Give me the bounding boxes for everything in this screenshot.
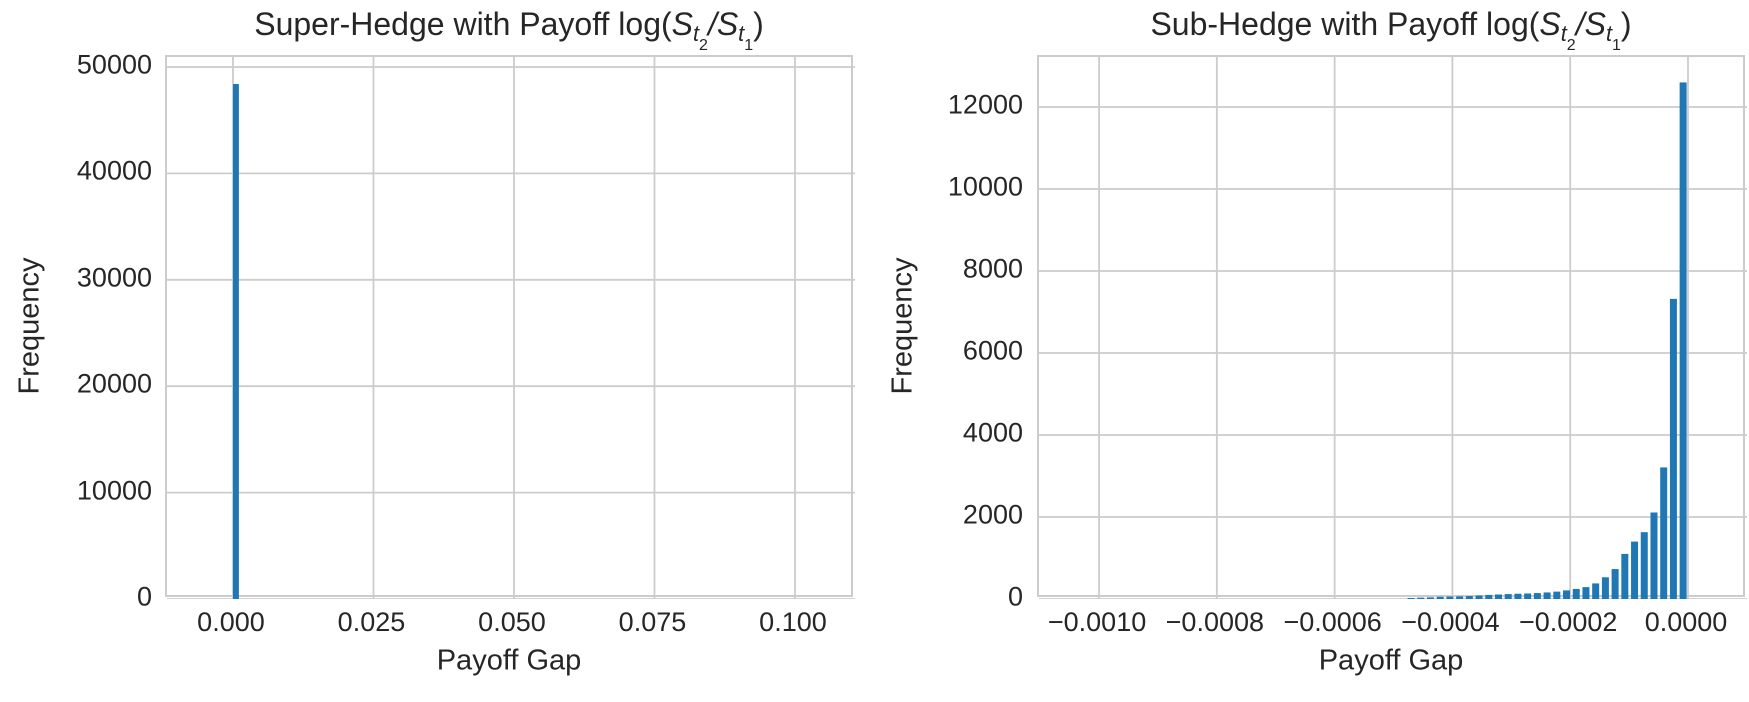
x-axis-label: Payoff Gap <box>436 644 582 677</box>
title-text-run: S <box>671 6 693 42</box>
histogram-bar <box>1543 592 1551 599</box>
title-text-run: / <box>1575 6 1585 42</box>
x-tick-label: 0.100 <box>759 607 827 637</box>
histogram-svg <box>1039 57 1747 599</box>
histogram-bar <box>1631 541 1639 599</box>
histogram-bar <box>1572 588 1580 599</box>
histogram-bar <box>1669 298 1677 599</box>
histogram-bar <box>1533 593 1541 599</box>
chart-title: Super-Hedge with Payoff log(St2/St1) <box>165 6 853 55</box>
y-tick-label: 10000 <box>76 475 152 506</box>
histogram-bar <box>1592 583 1600 599</box>
title-text-run: ) <box>1620 6 1632 42</box>
plot-area <box>165 55 855 599</box>
y-tick-label: 50000 <box>76 49 152 80</box>
title-text-run: t <box>1560 21 1567 47</box>
histogram-bar <box>1504 594 1512 599</box>
y-axis-label: Frequency <box>886 257 919 395</box>
title-text-run: t <box>1605 21 1612 47</box>
title-text-run: / <box>707 6 717 42</box>
title-text-run: 2 <box>1566 37 1576 55</box>
title-text-run: S <box>716 6 739 42</box>
x-tick-label: 0.050 <box>478 607 546 637</box>
x-tick-label: −0.0002 <box>1519 607 1618 637</box>
x-axis-label: Payoff Gap <box>1318 644 1464 677</box>
histogram-bar <box>1514 593 1522 599</box>
histogram-bar <box>1660 467 1668 599</box>
y-tick-label: 0 <box>1007 581 1023 612</box>
title-text-run: S <box>1539 6 1561 42</box>
histogram-bar <box>232 84 239 599</box>
y-tick-label: 6000 <box>962 335 1023 366</box>
histogram-bar <box>1601 577 1609 599</box>
title-text-run: t <box>738 21 745 47</box>
title-text-run: 1 <box>1611 37 1621 55</box>
x-tick-label: −0.0004 <box>1401 607 1500 637</box>
histogram-bar <box>1563 590 1571 599</box>
histogram-bar <box>1436 596 1444 599</box>
histogram-bar <box>1582 587 1590 599</box>
histogram-bar <box>1485 594 1493 599</box>
title-text-run: Sub-Hedge with Payoff log( <box>1150 6 1540 42</box>
histogram-bar <box>1553 591 1561 599</box>
x-tick-label: 0.025 <box>337 607 406 637</box>
histogram-bar <box>1640 532 1648 599</box>
title-text-run: ) <box>753 6 764 42</box>
histogram-bar <box>1679 82 1687 599</box>
x-tick-label: −0.0008 <box>1165 607 1265 637</box>
y-tick-label: 4000 <box>962 417 1023 448</box>
y-tick-label: 40000 <box>76 155 152 186</box>
histogram-bar <box>1446 596 1454 599</box>
title-text-run: t <box>692 21 700 47</box>
title-text-run: Super-Hedge with Payoff log( <box>254 6 672 42</box>
histogram-bar <box>1495 594 1503 599</box>
y-axis-label: Frequency <box>13 257 46 395</box>
title-text-run: 1 <box>744 37 754 55</box>
x-tick-label: 0.0000 <box>1644 607 1728 637</box>
histogram-bar <box>1456 596 1464 599</box>
y-tick-label: 30000 <box>76 262 152 293</box>
histogram-svg <box>167 57 855 599</box>
y-tick-label: 2000 <box>962 499 1023 530</box>
y-tick-label: 10000 <box>947 171 1023 202</box>
x-tick-label: −0.0010 <box>1047 607 1147 637</box>
histogram-bar <box>1650 512 1658 599</box>
y-tick-label: 8000 <box>962 253 1023 284</box>
histogram-bar <box>1621 553 1629 599</box>
histogram-bar <box>1417 597 1425 599</box>
x-tick-label: −0.0006 <box>1283 607 1382 637</box>
histogram-bar <box>1611 569 1619 599</box>
title-text-run: 2 <box>699 37 708 55</box>
histogram-bar <box>1465 596 1473 599</box>
title-text-run: S <box>1584 6 1606 42</box>
x-tick-label: 0.075 <box>618 607 687 637</box>
histogram-bar <box>1475 595 1483 599</box>
y-tick-label: 20000 <box>76 368 152 399</box>
histogram-bar <box>1407 597 1415 599</box>
y-tick-label: 0 <box>136 581 152 612</box>
histogram-bar <box>1426 597 1434 599</box>
histogram-bar <box>1524 593 1532 599</box>
chart-title: Sub-Hedge with Payoff log(St2/St1) <box>1037 6 1745 55</box>
plot-area <box>1037 55 1747 599</box>
x-tick-label: 0.000 <box>197 607 265 637</box>
y-tick-label: 12000 <box>947 89 1023 120</box>
